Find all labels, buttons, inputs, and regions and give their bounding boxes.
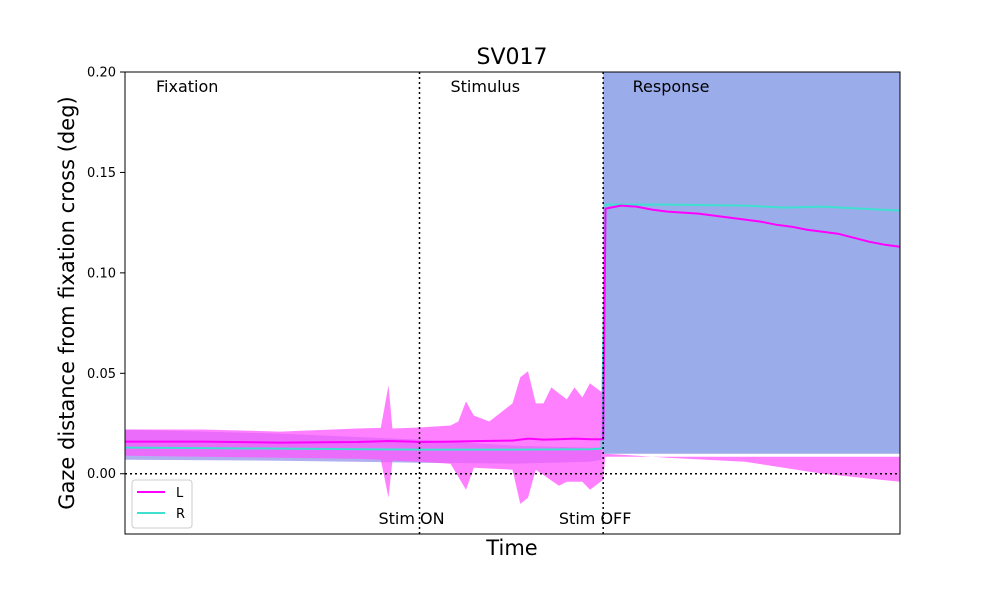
y-axis-label: Gaze distance from fixation cross (deg): [55, 96, 79, 509]
legend-label-l: L: [176, 486, 184, 501]
plot-frame: [124, 71, 901, 535]
legend-label-r: R: [176, 507, 185, 522]
event-markers: Stim ON Stim OFF: [125, 72, 900, 534]
phase-label-2: Response: [633, 77, 710, 96]
chart-title: SV017: [476, 45, 547, 70]
line-r: [124, 203, 901, 451]
band-l: [125, 371, 900, 504]
marker-label-1: Stim OFF: [559, 509, 632, 528]
y-tick-label-4: 0.20: [87, 66, 116, 81]
confidence-bands: [125, 72, 900, 504]
marker-label-0: Stim ON: [378, 509, 444, 528]
y-tick-label-1: 0.05: [87, 367, 116, 382]
y-tick-label-2: 0.10: [87, 266, 116, 281]
line-l: [125, 204, 901, 444]
series-lines: [124, 203, 901, 451]
phase-labels: Fixation Stimulus Response: [156, 77, 709, 96]
legend: L R: [131, 479, 193, 529]
phase-label-0: Fixation: [156, 77, 218, 96]
x-axis-label: Time: [485, 536, 537, 560]
y-tick-label-0: 0.00: [87, 467, 116, 482]
y-axis: 0.00 0.05 0.10 0.15 0.20: [87, 66, 125, 482]
phase-label-1: Stimulus: [451, 77, 521, 96]
band-r-response: [603, 72, 900, 454]
y-tick-label-3: 0.15: [87, 166, 116, 181]
